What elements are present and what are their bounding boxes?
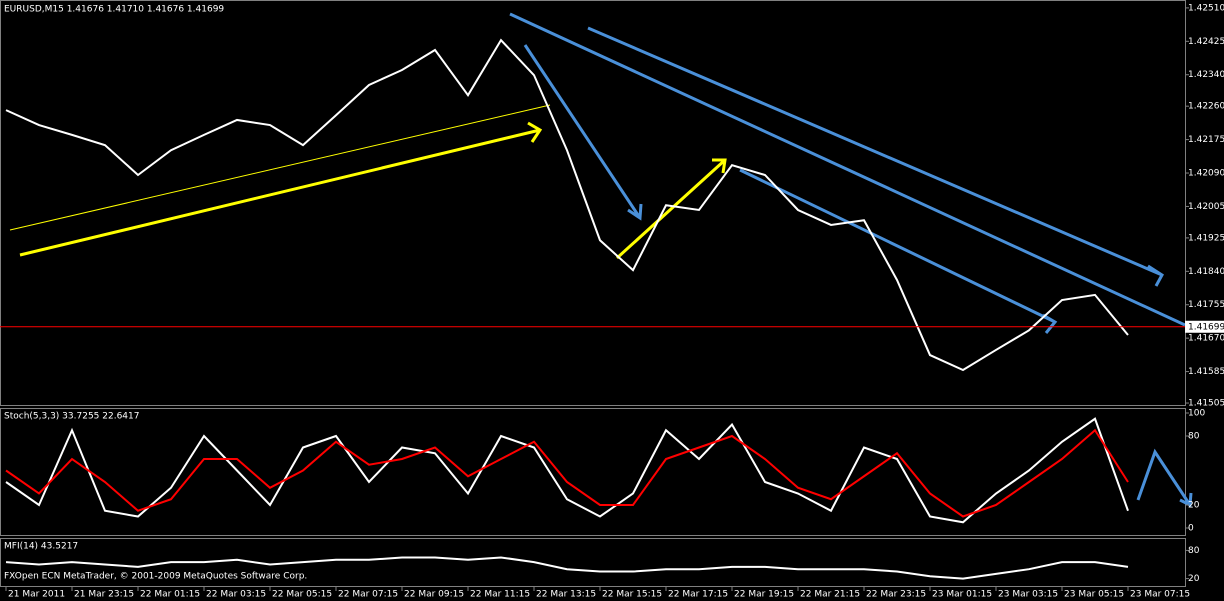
blue-arrow: [587, 26, 1164, 287]
frame: [0, 0, 1186, 587]
y-tick-label: 80: [1188, 432, 1200, 442]
y-tick-label: 1.42425: [1188, 37, 1224, 47]
x-tick-label: 23 Mar 01:15: [932, 590, 992, 600]
stoch-frame: [0, 408, 1186, 536]
series-line: [5, 417, 1129, 524]
y-tick-label: 1.41925: [1188, 233, 1224, 243]
x-tick-label: 22 Mar 03:15: [206, 590, 266, 600]
y-tick-label: 1.42260: [1188, 102, 1224, 112]
y-tick-label: 1.42005: [1188, 202, 1224, 212]
y-tick-label: 1.41755: [1188, 300, 1224, 310]
price-line: [5, 38, 1129, 372]
series-line: [5, 428, 1129, 518]
yellow-arrow: [615, 158, 727, 260]
x-tick-label: 22 Mar 11:15: [470, 590, 530, 600]
yellow-arrow: [19, 121, 543, 257]
y-tick-label: 1.42340: [1188, 70, 1224, 80]
y-tick-label: 80: [1188, 546, 1200, 556]
y-tick-label: 1.41670: [1188, 334, 1224, 344]
y-tick-label: 0: [1188, 524, 1194, 534]
y-tick-label: 1.41585: [1188, 367, 1224, 377]
x-tick-label: 21 Mar 2011: [8, 590, 65, 600]
x-tick-label: 22 Mar 13:15: [536, 590, 596, 600]
main-frame: [0, 0, 1186, 406]
x-tick-label: 22 Mar 21:15: [800, 590, 860, 600]
x-tick-label: 23 Mar 07:15: [1130, 590, 1190, 600]
blue-arrow: [739, 168, 1058, 334]
mfi-title: MFI(14) 43.5217: [4, 542, 78, 552]
price-line: [5, 556, 1129, 580]
chart-title: EURUSD,M15 1.41676 1.41710 1.41676 1.416…: [4, 5, 224, 15]
blue-arrow: [1136, 448, 1193, 508]
stoch-title: Stoch(5,3,3) 33.7255 22.6417: [4, 412, 139, 422]
footer: FXOpen ECN MetaTrader, © 2001-2009 MetaQ…: [4, 572, 307, 582]
y-tick-label: 1.41840: [1188, 267, 1224, 277]
x-tick-label: 22 Mar 01:15: [140, 590, 200, 600]
blue-line: [509, 12, 1186, 327]
y-tick-label: 1.42175: [1188, 135, 1224, 145]
mfi-frame: [0, 538, 1186, 587]
annotations: [19, 12, 1193, 508]
blue-arrow: [523, 44, 643, 221]
last-price-box: [1185, 320, 1224, 333]
x-tick-label: 22 Mar 09:15: [404, 590, 464, 600]
y-tick-label: 1.42510: [1188, 3, 1224, 13]
x-tick-label: 22 Mar 19:15: [734, 590, 794, 600]
x-tick-label: 22 Mar 23:15: [866, 590, 926, 600]
x-tick-label: 22 Mar 07:15: [338, 590, 398, 600]
y-tick-label: 1.42090: [1188, 169, 1224, 179]
x-tick-label: 21 Mar 23:15: [74, 590, 134, 600]
last-price-label: 1.41699: [1188, 322, 1224, 332]
x-tick-label: 22 Mar 05:15: [272, 590, 332, 600]
y-tick-label: 1.41505: [1188, 399, 1224, 409]
y-tick-label: 20: [1188, 574, 1200, 584]
x-tick-label: 22 Mar 15:15: [602, 590, 662, 600]
trend-line: [9, 104, 551, 231]
y-tick-label: 20: [1188, 501, 1200, 511]
y-tick-label: 100: [1188, 409, 1205, 419]
x-tick-label: 23 Mar 05:15: [1064, 590, 1124, 600]
x-tick-label: 23 Mar 03:15: [998, 590, 1058, 600]
x-tick-label: 22 Mar 17:15: [668, 590, 728, 600]
